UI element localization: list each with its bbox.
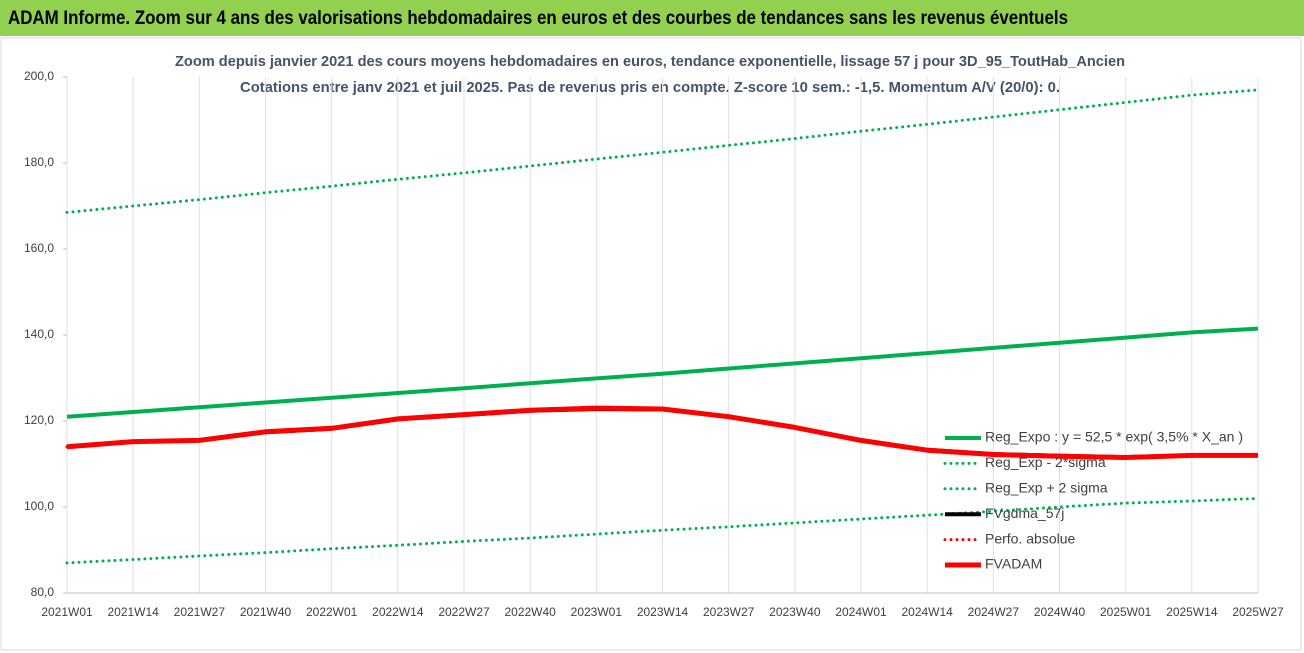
x-tick-label: 2025W27 xyxy=(1232,605,1284,619)
x-tick-label: 2021W14 xyxy=(107,605,159,619)
series-line xyxy=(65,496,1260,565)
x-tick-label: 2024W01 xyxy=(835,605,887,619)
legend-label: Reg_Exp - 2*sigma xyxy=(985,454,1106,470)
legend-label: Perfo. absolue xyxy=(985,530,1075,546)
y-tick-label: 120,0 xyxy=(24,413,54,427)
x-tick-label: 2023W14 xyxy=(637,605,689,619)
header-title: ADAM Informe. Zoom sur 4 ans des valoris… xyxy=(8,8,1068,29)
x-tick-label: 2021W40 xyxy=(240,605,292,619)
x-tick-label: 2021W27 xyxy=(174,605,226,619)
series-line xyxy=(66,326,1259,419)
legend-label: FVADAM xyxy=(985,556,1042,572)
x-tick-label: 2023W01 xyxy=(571,605,623,619)
legend-label: Reg_Exp + 2 sigma xyxy=(985,480,1108,496)
y-tick-label: 180,0 xyxy=(24,155,54,169)
x-tick-label: 2021W01 xyxy=(41,605,93,619)
x-tick-label: 2024W27 xyxy=(968,605,1020,619)
chart-frame xyxy=(0,37,1302,651)
x-tick-label: 2025W01 xyxy=(1100,605,1152,619)
series-line xyxy=(65,406,1260,460)
legend-label: FVgdma_57j xyxy=(985,505,1064,521)
x-tick-label: 2022W40 xyxy=(504,605,556,619)
chart-subtitle: Cotations entre janv 2021 et juil 2025. … xyxy=(240,79,1060,96)
header-bar xyxy=(0,0,1304,36)
x-tick-label: 2025W14 xyxy=(1166,605,1218,619)
series-line xyxy=(65,88,1260,214)
chart-title: Zoom depuis janvier 2021 des cours moyen… xyxy=(175,53,1125,70)
x-tick-label: 2024W40 xyxy=(1034,605,1086,619)
x-tick-label: 2024W14 xyxy=(901,605,953,619)
y-tick-label: 160,0 xyxy=(24,241,54,255)
legend-label: Reg_Expo : y = 52,5 * exp( 3,5% * X_an ) xyxy=(985,429,1243,445)
y-tick-label: 200,0 xyxy=(24,69,54,83)
y-tick-label: 80,0 xyxy=(31,585,55,599)
x-tick-label: 2023W27 xyxy=(703,605,755,619)
y-tick-label: 100,0 xyxy=(24,499,54,513)
x-tick-label: 2023W40 xyxy=(769,605,821,619)
y-tick-label: 140,0 xyxy=(24,327,54,341)
x-tick-label: 2022W01 xyxy=(306,605,358,619)
x-tick-label: 2022W27 xyxy=(438,605,490,619)
x-tick-label: 2022W14 xyxy=(372,605,424,619)
